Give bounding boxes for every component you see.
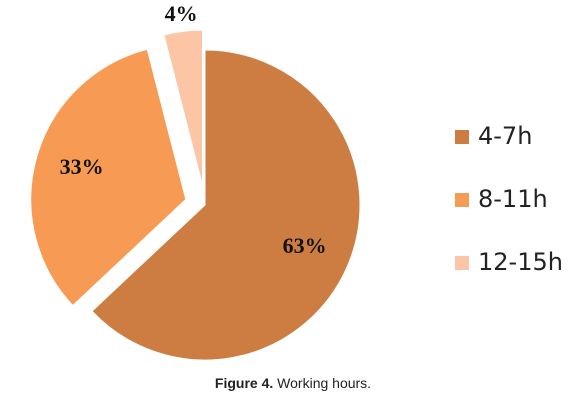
legend-swatch (455, 130, 469, 144)
legend-swatch (455, 256, 469, 270)
slice-label: 33% (60, 154, 104, 179)
legend-label: 12-15h (478, 248, 563, 276)
pie-slice (30, 48, 187, 307)
legend-label: 8-11h (478, 185, 548, 213)
caption: Figure 4. Working hours. (215, 375, 371, 391)
slice-label: 4% (165, 1, 198, 26)
caption-text: Working hours. (277, 375, 371, 391)
caption-label: Figure 4. (215, 375, 273, 391)
legend-swatch (455, 193, 469, 207)
pie-slice (163, 29, 203, 186)
legend-label: 4-7h (478, 122, 532, 150)
pie-slice (91, 49, 361, 361)
slice-label: 63% (283, 233, 327, 258)
